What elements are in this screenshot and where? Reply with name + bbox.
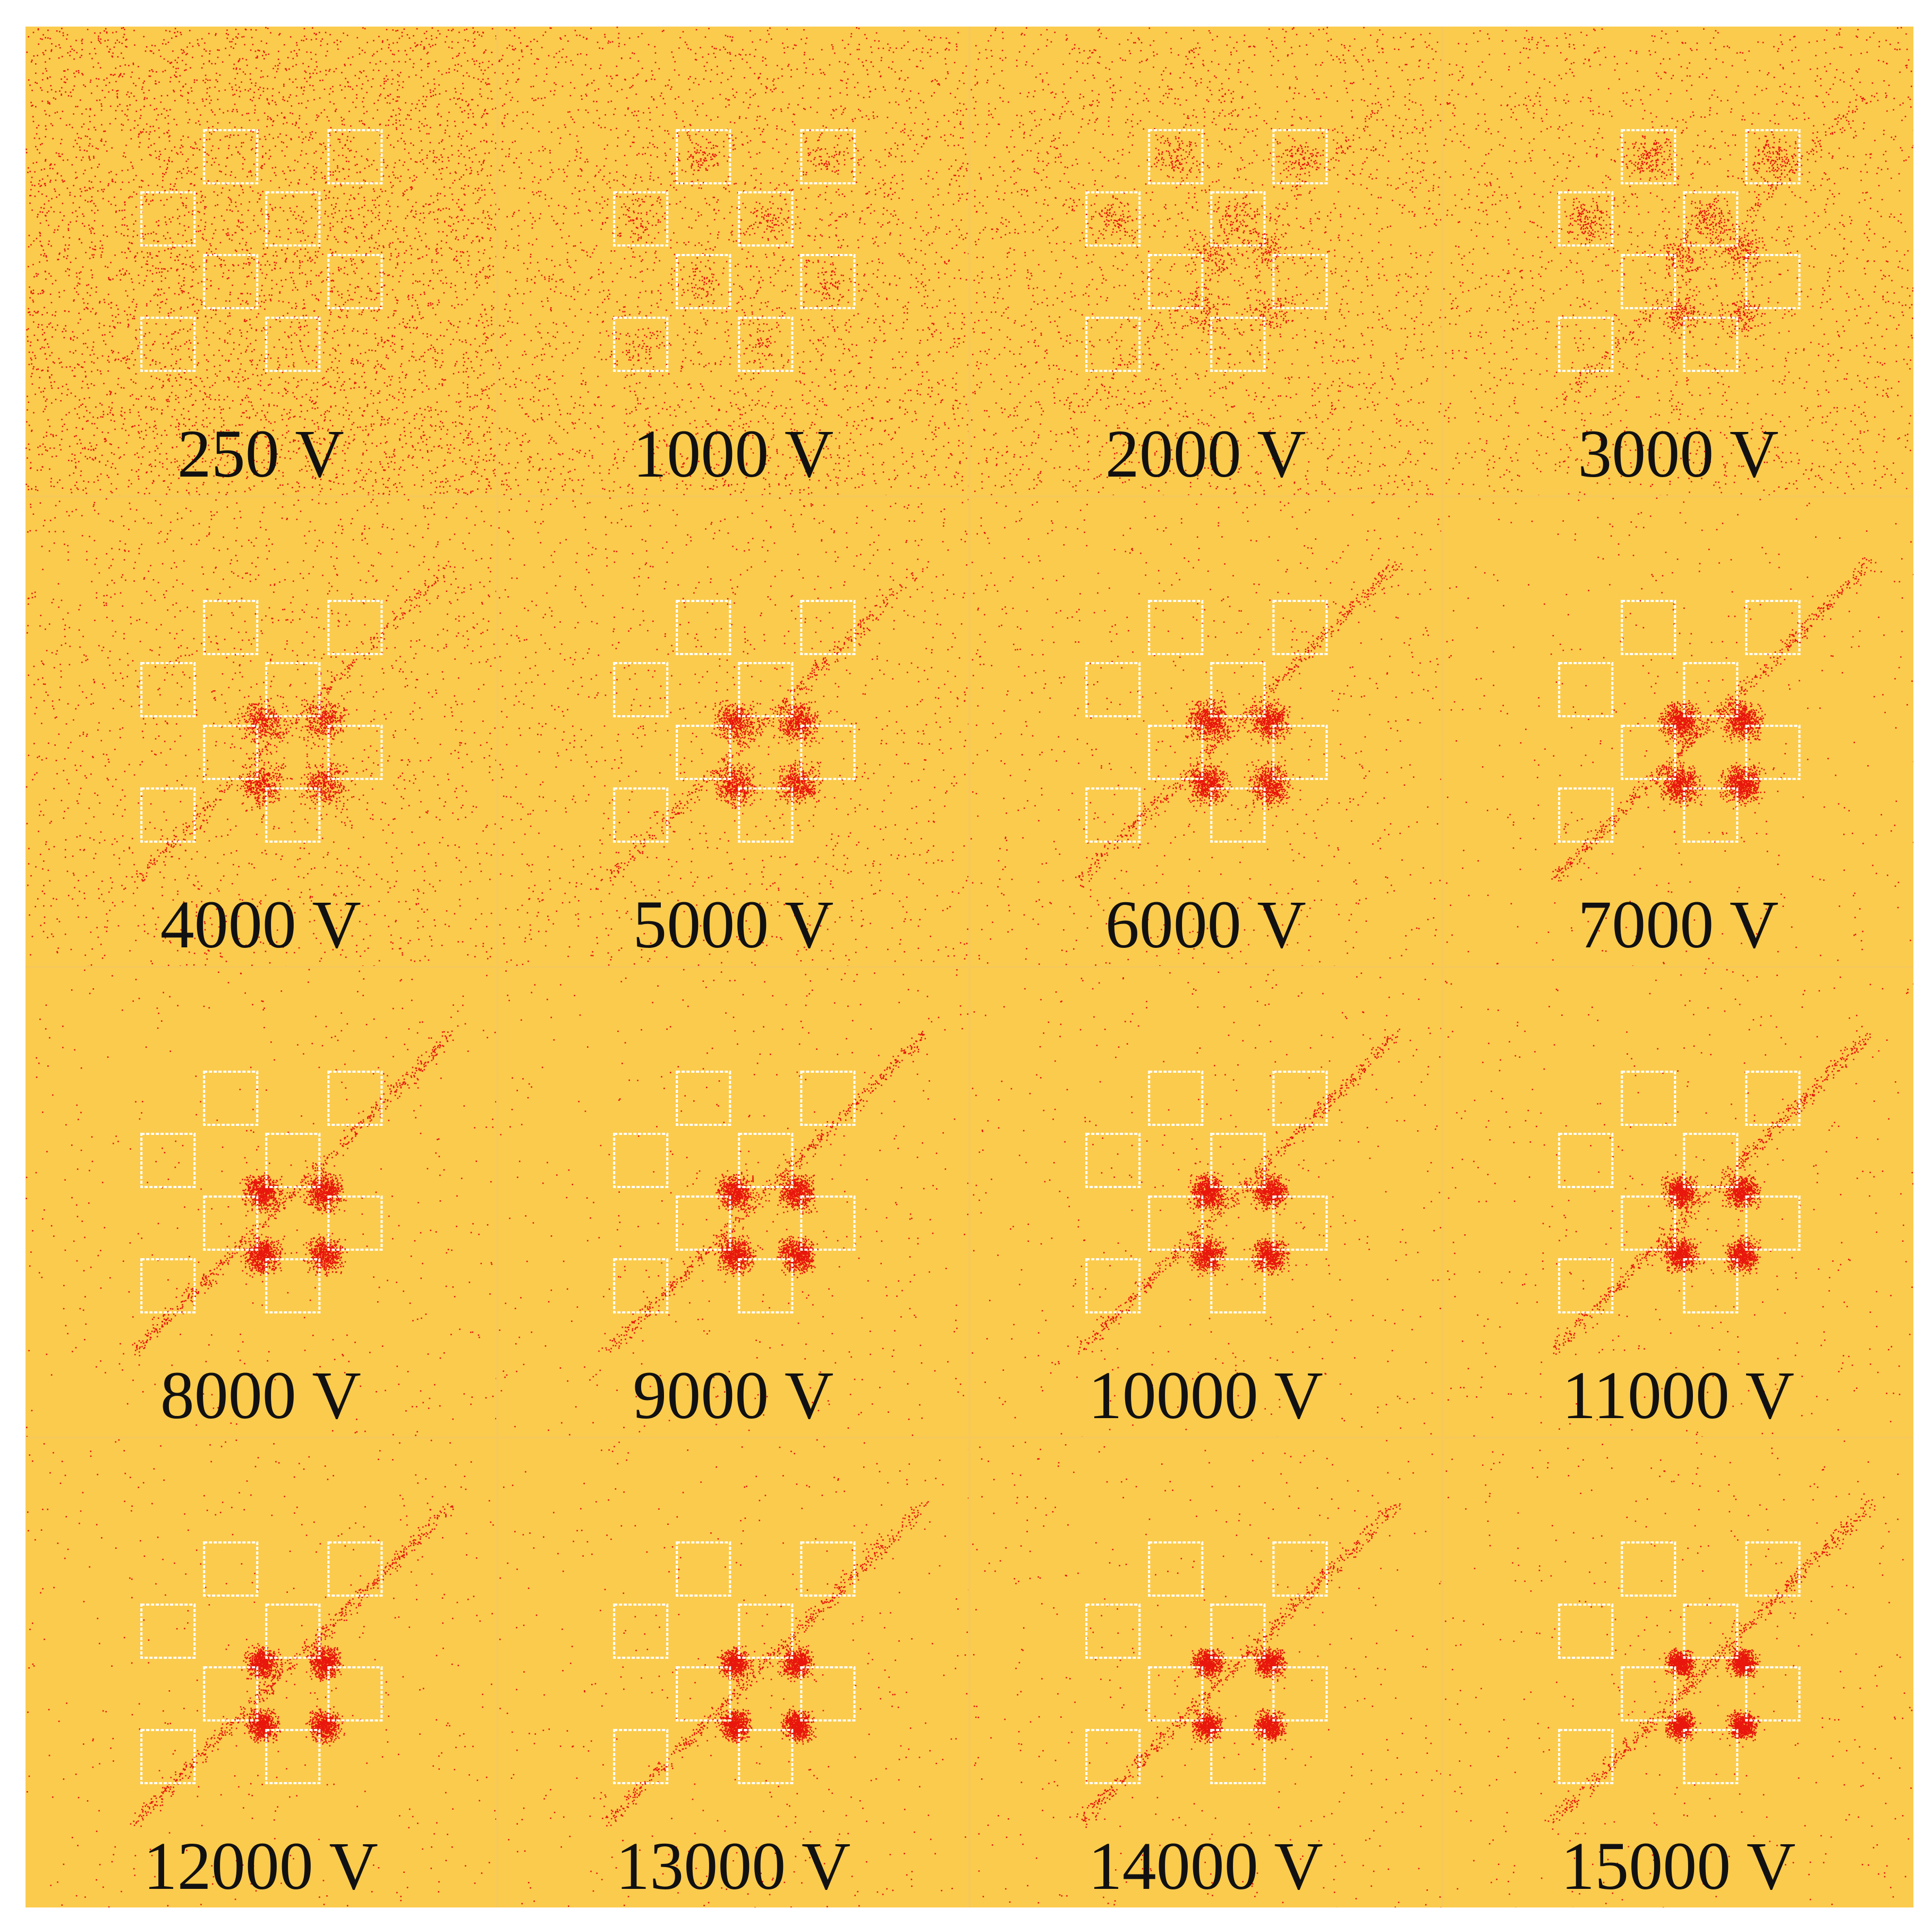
- voltage-label: 6000 V: [971, 891, 1441, 959]
- panel-5000v: 5000 V: [498, 497, 969, 966]
- voltage-label: 14000 V: [971, 1832, 1441, 1900]
- voltage-label: 13000 V: [498, 1832, 969, 1900]
- voltage-label: 8000 V: [25, 1361, 496, 1429]
- panel-4000v: 4000 V: [25, 497, 496, 966]
- panel-1000v: 1000 V: [498, 27, 969, 495]
- panel-6000v: 6000 V: [971, 497, 1441, 966]
- voltage-label: 250 V: [25, 420, 496, 488]
- voltage-label: 7000 V: [1443, 891, 1914, 959]
- simulation-panel-grid: 250 V 1000 V 2000 V 3000 V 4000 V 5000 V 6000 …: [25, 27, 1913, 1907]
- panel-15000v: 15000 V: [1443, 1439, 1914, 1907]
- panel-7000v: 7000 V: [1443, 497, 1914, 966]
- voltage-label: 15000 V: [1443, 1832, 1914, 1900]
- voltage-label: 9000 V: [498, 1361, 969, 1429]
- voltage-label: 1000 V: [498, 420, 969, 488]
- voltage-label: 11000 V: [1443, 1361, 1914, 1429]
- panel-2000v: 2000 V: [971, 27, 1441, 495]
- voltage-label: 10000 V: [971, 1361, 1441, 1429]
- panel-11000v: 11000 V: [1443, 968, 1914, 1437]
- panel-8000v: 8000 V: [25, 968, 496, 1437]
- voltage-label: 2000 V: [971, 420, 1441, 488]
- panel-3000v: 3000 V: [1443, 27, 1914, 495]
- panel-9000v: 9000 V: [498, 968, 969, 1437]
- panel-10000v: 10000 V: [971, 968, 1441, 1437]
- voltage-label: 5000 V: [498, 891, 969, 959]
- panel-12000v: 12000 V: [25, 1439, 496, 1907]
- panel-13000v: 13000 V: [498, 1439, 969, 1907]
- voltage-label: 3000 V: [1443, 420, 1914, 488]
- voltage-label: 4000 V: [25, 891, 496, 959]
- voltage-label: 12000 V: [25, 1832, 496, 1900]
- panel-14000v: 14000 V: [971, 1439, 1441, 1907]
- panel-250v: 250 V: [25, 27, 496, 495]
